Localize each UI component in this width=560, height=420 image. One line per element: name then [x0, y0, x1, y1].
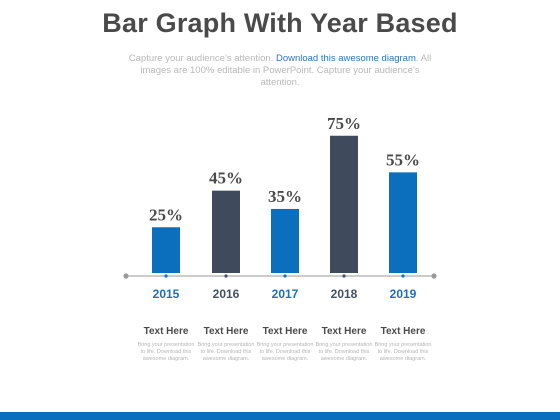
axis-markers-group [123, 273, 437, 279]
bar-2019 [389, 172, 417, 273]
category-label-2015: 2015 [153, 287, 180, 301]
value-labels-group: 25% 45% 35% 75% 55% [149, 114, 420, 225]
bar-2015 [152, 227, 180, 273]
category-labels-group: 2015 2016 2017 2018 2019 [153, 287, 417, 301]
footer-item-heading: Text Here [262, 326, 308, 337]
footer-item-body: Bring your presentation to life. Downloa… [137, 342, 195, 362]
axis-end-left [123, 273, 129, 279]
footer-item: Text Here Bring your presentation to lif… [254, 326, 316, 363]
footer-item-body: Bring your presentation to life. Downloa… [197, 342, 255, 362]
category-label-2017: 2017 [272, 287, 299, 301]
footer-item-heading: Text Here [143, 326, 189, 337]
bar-2017 [271, 208, 299, 273]
value-label-2015: 25% [149, 205, 183, 224]
bar-2016 [212, 190, 240, 273]
value-label-2017: 35% [268, 187, 302, 206]
subtitle-text-start: Capture your audience’s attention. [128, 53, 276, 64]
footer-item: Text Here Bring your presentation to lif… [195, 326, 257, 363]
footer-item-heading: Text Here [380, 326, 426, 337]
value-label-2016: 45% [209, 169, 243, 188]
bar-2018 [330, 135, 358, 273]
footer-item-body: Bring your presentation to life. Downloa… [315, 342, 373, 362]
subtitle-text-end: . All images are 100% editable in PowerP… [140, 53, 432, 88]
axis-marker [342, 274, 346, 278]
axis-end-right [431, 273, 437, 279]
footer-item: Text Here Bring your presentation to lif… [372, 326, 434, 363]
value-label-2018: 75% [327, 114, 361, 133]
subtitle: Capture your audience’s attention. Downl… [120, 53, 440, 89]
footer-item-heading: Text Here [203, 326, 249, 337]
bottom-accent-bar [0, 412, 560, 420]
axis-marker [401, 274, 405, 278]
value-label-2019: 55% [386, 150, 420, 169]
footer-item: Text Here Bring your presentation to lif… [135, 326, 197, 363]
footer-item-body: Bring your presentation to life. Downloa… [256, 342, 314, 362]
axis-marker [283, 274, 287, 278]
subtitle-link[interactable]: Download this awesome diagram [275, 53, 416, 64]
footer-item-heading: Text Here [321, 326, 367, 337]
category-label-2016: 2016 [213, 287, 240, 301]
axis-marker [224, 274, 228, 278]
footer-item: Text Here Bring your presentation to lif… [313, 326, 375, 363]
category-label-2018: 2018 [331, 287, 358, 301]
bar-chart: 25% 45% 35% 75% 55% 2015 2016 2017 2018 2019 [123, 114, 437, 301]
footer-item-body: Bring your presentation to life. Downloa… [374, 342, 432, 362]
axis-marker [164, 274, 168, 278]
category-label-2019: 2019 [390, 287, 417, 301]
bars-group [152, 135, 417, 273]
page-title: Bar Graph With Year Based [102, 8, 458, 38]
